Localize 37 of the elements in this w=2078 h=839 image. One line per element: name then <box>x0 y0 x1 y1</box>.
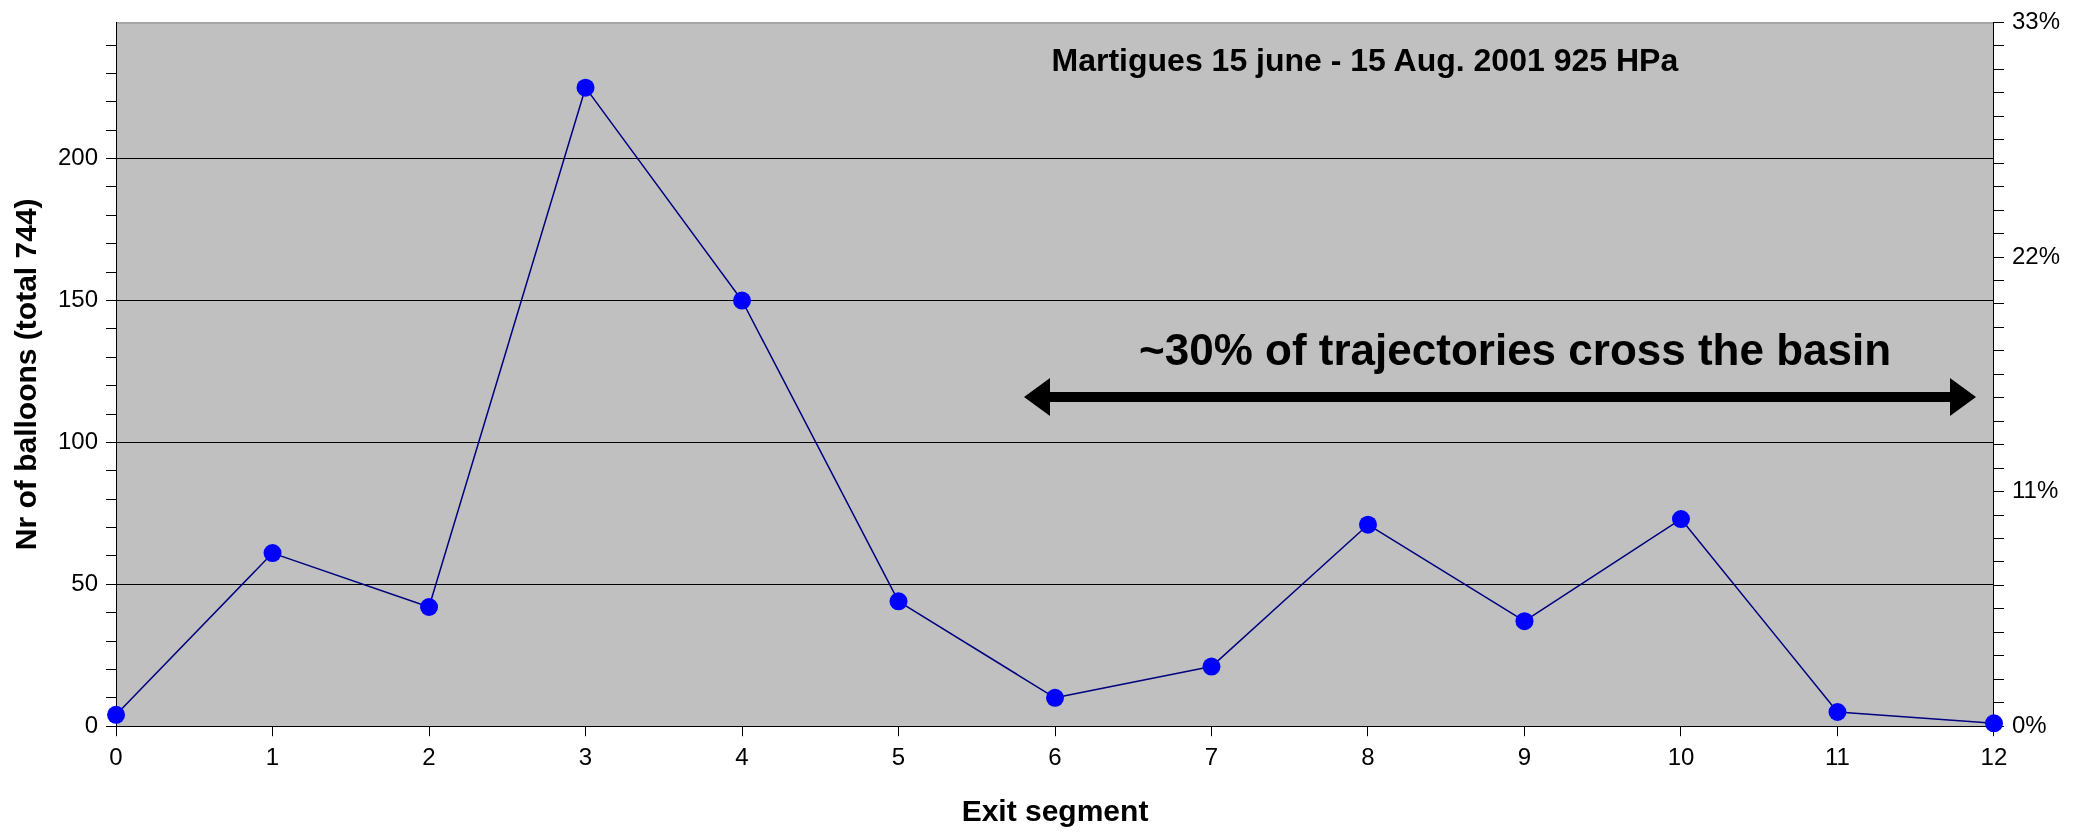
point <box>420 598 439 617</box>
x-tick-label: 9 <box>1517 743 1532 771</box>
x-tick-label: 3 <box>578 743 593 771</box>
x-tick-label: 10 <box>1667 743 1695 771</box>
text: Martigues 15 june - 15 Aug. 2001 925 HPa <box>1051 42 1679 79</box>
y2-tick-label: 22% <box>2011 241 2061 269</box>
point <box>1515 612 1534 631</box>
point <box>1671 510 1690 529</box>
y-tick-label: 150 <box>58 285 99 313</box>
x-tick-label: 4 <box>735 743 749 771</box>
x-tick-label: 5 <box>891 743 906 771</box>
y2-tick-label: 11% <box>2011 476 2059 504</box>
x-tick-label: 6 <box>1048 743 1062 771</box>
x-tick-label: 7 <box>1204 743 1219 771</box>
x-tick-label: 8 <box>1361 743 1375 771</box>
point <box>733 291 752 310</box>
y-tick-label: 200 <box>58 143 99 171</box>
y2-tick-label: 33% <box>2011 7 2061 35</box>
x-axis-title: Exit segment <box>961 794 1149 828</box>
y-tick-label: 50 <box>71 568 99 596</box>
x-tick-label: 12 <box>1980 743 2008 771</box>
y-tick-label: 0 <box>84 710 99 738</box>
x-tick-label: 2 <box>422 743 436 771</box>
x-tick-label: 1 <box>265 743 280 771</box>
y2-tick-label: 0% <box>2011 710 2047 738</box>
point <box>263 544 282 563</box>
point <box>1358 515 1377 534</box>
point <box>576 78 595 97</box>
point <box>1828 703 1847 722</box>
point <box>1046 688 1064 707</box>
annotation: ~30% of trajectories cross the basin <box>1139 324 1892 374</box>
point <box>1202 657 1221 676</box>
y-axis-title: Nr of balloons (total 744) <box>9 198 43 551</box>
x-tick-label: 0 <box>109 743 123 771</box>
y-tick-label: 100 <box>58 427 99 455</box>
point <box>889 592 908 611</box>
x-tick-label: 11 <box>1825 743 1850 771</box>
